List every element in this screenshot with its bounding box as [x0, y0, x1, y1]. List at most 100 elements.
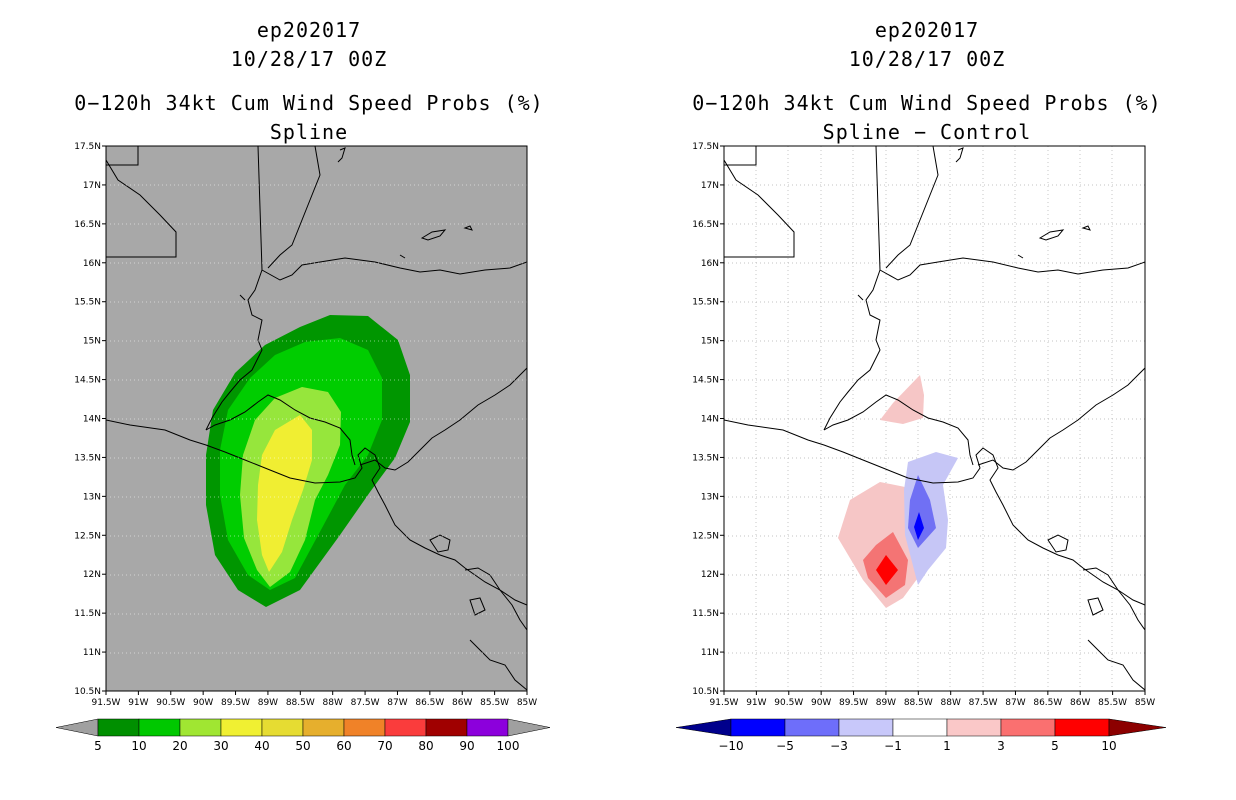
colorbar-swatch	[138, 718, 181, 737]
lat-label: 14.5N	[692, 376, 719, 386]
lon-label: 87.5W	[351, 698, 380, 708]
coastlines	[106, 146, 527, 691]
lon-label: 85W	[1135, 698, 1155, 708]
lon-label: 86W	[452, 698, 472, 708]
lat-label: 15.5N	[692, 298, 719, 308]
lon-label: 91W	[128, 698, 148, 708]
lat-label: 17N	[701, 181, 719, 191]
left-panel: ep202017 10/28/17 00Z 0−120h 34kt Cum Wi…	[55, 18, 551, 753]
colorbar: −10 −5 −3 −1 1 3 5 10	[675, 718, 1167, 753]
lat-label: 14N	[83, 415, 101, 425]
colorbar-low-extension	[55, 718, 99, 737]
lon-label: 86.5W	[415, 698, 444, 708]
lon-label: 87W	[387, 698, 407, 708]
colorbar-label: 80	[418, 739, 433, 753]
colorbar-swatch	[892, 718, 948, 737]
colorbar-label: 50	[295, 739, 310, 753]
colorbar-label: −3	[830, 739, 848, 753]
lon-label: 89.5W	[839, 698, 868, 708]
map-axes: 17.5N 17N 16.5N 16N 15.5N 15N 14.5N 14N 13.5N 13N…	[74, 142, 537, 708]
lat-label: 10.5N	[692, 687, 719, 697]
lat-label: 17N	[83, 181, 101, 191]
lon-label: 91.5W	[710, 698, 739, 708]
lon-label: 90W	[811, 698, 831, 708]
left-map-svg: 17.5N 17N 16.5N 16N 15.5N 15N 14.5N 14N 13.5N 13N…	[55, 142, 551, 753]
lat-label: 16N	[83, 259, 101, 269]
lon-label: 89W	[876, 698, 896, 708]
right-map-svg: 17.5N 17N 16.5N 16N 15.5N 15N 14.5N 14N 13.5N 13N…	[675, 142, 1167, 753]
lon-label: 91W	[746, 698, 766, 708]
colorbar-label: −5	[776, 739, 794, 753]
colorbar-swatch	[946, 718, 1002, 737]
storm-id: ep202017	[874, 18, 980, 42]
lat-label: 13N	[83, 492, 101, 502]
lon-label: 90W	[193, 698, 213, 708]
colorbar-label: −1	[884, 739, 902, 753]
lon-label: 86.5W	[1033, 698, 1062, 708]
lat-label: 12.5N	[692, 531, 719, 541]
lon-label: 89W	[258, 698, 278, 708]
lat-label: 13.5N	[74, 453, 101, 463]
lat-label: 15.5N	[74, 298, 101, 308]
lat-label: 11N	[83, 648, 101, 658]
lon-label: 85W	[517, 698, 537, 708]
colorbar-label: −10	[718, 739, 743, 753]
prob-contour-30	[257, 415, 312, 572]
colorbar-label: 10	[131, 739, 146, 753]
lon-label: 85.5W	[480, 698, 509, 708]
forecast-datetime: 10/28/17 00Z	[230, 47, 388, 71]
colorbar-label: 3	[997, 739, 1005, 753]
map-background	[724, 146, 1145, 691]
lon-label: 90.5W	[774, 698, 803, 708]
lat-label: 15N	[83, 337, 101, 347]
lat-label: 12.5N	[74, 531, 101, 541]
lat-label: 17.5N	[692, 142, 719, 152]
colorbar-label: 100	[497, 739, 520, 753]
lon-label: 85.5W	[1098, 698, 1127, 708]
colorbar-swatch	[1000, 718, 1056, 737]
lat-label: 13.5N	[692, 453, 719, 463]
colorbar-label: 5	[1051, 739, 1059, 753]
colorbar-label: 90	[459, 739, 474, 753]
lat-label: 12N	[83, 570, 101, 580]
lon-label: 87.5W	[969, 698, 998, 708]
colorbar-label: 30	[213, 739, 228, 753]
forecast-datetime: 10/28/17 00Z	[848, 47, 1006, 71]
colorbar-low-extension	[675, 718, 732, 737]
colorbar-label: 20	[172, 739, 187, 753]
variant-title: Spline − Control	[822, 120, 1032, 144]
lat-label: 16N	[701, 259, 719, 269]
lat-label: 15N	[701, 337, 719, 347]
storm-id: ep202017	[256, 18, 362, 42]
lon-label: 86W	[1070, 698, 1090, 708]
colorbar-label: 40	[254, 739, 269, 753]
diff-contour-negative-5	[914, 512, 924, 540]
product-title: 0−120h 34kt Cum Wind Speed Probs (%)	[692, 91, 1162, 115]
lat-label: 12N	[701, 570, 719, 580]
colorbar-swatch	[1054, 718, 1110, 737]
colorbar-swatch	[838, 718, 894, 737]
lat-label: 11.5N	[692, 609, 719, 619]
colorbar-swatch	[425, 718, 468, 737]
colorbar-swatch	[730, 718, 786, 737]
lon-label: 88.5W	[286, 698, 315, 708]
lat-label: 16.5N	[74, 220, 101, 230]
colorbar-swatch	[220, 718, 263, 737]
lat-label: 17.5N	[74, 142, 101, 152]
diff-contour-positive-5	[876, 555, 898, 585]
lat-label: 11.5N	[74, 609, 101, 619]
colorbar-high-extension	[507, 718, 551, 737]
lon-label: 89.5W	[221, 698, 250, 708]
colorbar-swatch	[384, 718, 427, 737]
colorbar-swatch	[302, 718, 345, 737]
colorbar-label: 5	[94, 739, 102, 753]
diff-contour-positive-1	[880, 375, 924, 424]
colorbar-label: 10	[1101, 739, 1116, 753]
lat-label: 13N	[701, 492, 719, 502]
variant-title: Spline	[269, 120, 349, 144]
lat-label: 14N	[701, 415, 719, 425]
lon-label: 88W	[941, 698, 961, 708]
colorbar-label: 60	[336, 739, 351, 753]
lat-label: 10.5N	[74, 687, 101, 697]
lon-label: 88W	[323, 698, 343, 708]
